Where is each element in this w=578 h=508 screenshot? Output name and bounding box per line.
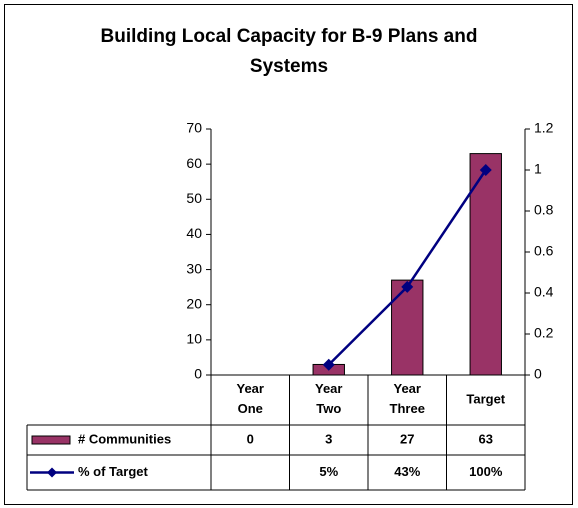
legend-key bbox=[31, 435, 71, 445]
line-marker bbox=[401, 280, 414, 293]
y-tick-label: 70 bbox=[186, 120, 202, 136]
line-marker bbox=[479, 164, 492, 176]
y-tick-label: 0 bbox=[194, 366, 202, 382]
x-tick-label: Year Two bbox=[315, 381, 342, 416]
bar bbox=[469, 153, 502, 376]
y2-tick-label: 0.4 bbox=[534, 284, 554, 300]
x-tick-label: Year One bbox=[237, 381, 264, 416]
table-value: 63 bbox=[479, 431, 493, 446]
legend-label: % of Target bbox=[78, 464, 148, 479]
y2-tick-label: 1 bbox=[534, 161, 542, 177]
table-value: 100% bbox=[469, 464, 503, 479]
y-tick-label: 40 bbox=[186, 225, 202, 241]
table-value: 27 bbox=[400, 431, 414, 446]
y-tick-label: 30 bbox=[186, 260, 202, 276]
y-tick-label: 50 bbox=[186, 190, 202, 206]
legend-key-marker bbox=[47, 467, 57, 478]
legend-label: # Communities bbox=[78, 431, 171, 446]
x-tick-label: Year Three bbox=[390, 381, 425, 416]
y2-tick-label: 1.2 bbox=[534, 120, 554, 136]
y-tick-label: 20 bbox=[186, 295, 202, 311]
y-tick-label: 10 bbox=[186, 331, 202, 347]
table-value: 5% bbox=[319, 464, 338, 479]
table-value: 43% bbox=[394, 464, 420, 479]
y2-tick-label: 0.8 bbox=[534, 202, 554, 218]
y2-tick-label: 0.6 bbox=[534, 243, 554, 259]
table-value: 3 bbox=[325, 431, 332, 446]
chart-title: Building Local Capacity for B-9 Plans an… bbox=[100, 26, 478, 77]
bar bbox=[391, 279, 424, 376]
y2-tick-label: 0.2 bbox=[534, 325, 554, 341]
y2-tick-label: 0 bbox=[534, 366, 542, 382]
y-tick-label: 60 bbox=[186, 155, 202, 171]
x-tick-label: Target bbox=[466, 391, 505, 406]
line-marker bbox=[322, 358, 335, 371]
table-value: 0 bbox=[247, 431, 254, 446]
